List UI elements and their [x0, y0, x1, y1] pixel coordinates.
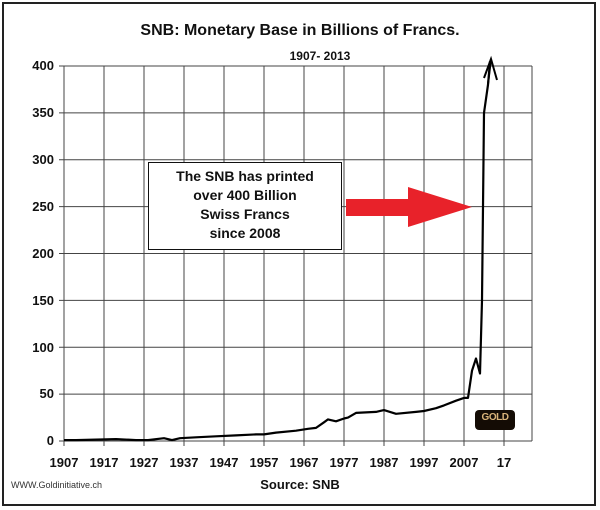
x-tick-label: 1927	[129, 455, 159, 470]
data-line	[64, 61, 492, 442]
x-tick-label: 1957	[249, 455, 279, 470]
callout-line: over 400 Billion	[193, 187, 297, 203]
logo-text: GOLD	[481, 412, 509, 423]
annotation-callout: The SNB has printed over 400 Billion Swi…	[148, 162, 342, 250]
callout-line: The SNB has printed	[176, 168, 314, 184]
x-tick-label: 1937	[169, 455, 199, 470]
x-tick-label: 1967	[289, 455, 319, 470]
y-tick-label: 250	[32, 199, 54, 214]
x-tick-label: 1997	[409, 455, 439, 470]
y-tick-label: 100	[32, 340, 54, 355]
website-label: WWW.Goldinitiative.ch	[11, 480, 103, 490]
x-tick-label: 2007	[449, 455, 479, 470]
y-tick-label: 350	[32, 105, 54, 120]
y-tick-label: 0	[46, 433, 54, 448]
y-tick-label: 50	[39, 386, 54, 401]
x-tick-label: 1987	[369, 455, 399, 470]
x-tick-label: 17	[496, 455, 512, 470]
y-tick-label: 150	[32, 293, 54, 308]
x-tick-label: 1917	[89, 455, 119, 470]
y-tick-label: 400	[32, 58, 54, 73]
gold-initiative-logo: GOLD	[475, 410, 515, 430]
y-tick-label: 300	[32, 152, 54, 167]
callout-line: since 2008	[209, 225, 281, 241]
hand-drawn-arrowhead	[483, 55, 498, 85]
y-tick-label: 200	[32, 246, 54, 261]
red-arrow	[346, 187, 472, 227]
chart-title: SNB: Monetary Base in Billions of Francs…	[140, 22, 460, 39]
chart-subtitle: 1907- 2013	[289, 49, 351, 63]
grid-lines	[59, 65, 533, 446]
x-tick-label: 1907	[49, 455, 79, 470]
x-tick-label: 1947	[209, 455, 239, 470]
x-tick-label: 1977	[329, 455, 359, 470]
source-label: Source: SNB	[260, 477, 340, 492]
callout-line: Swiss Francs	[200, 206, 290, 222]
